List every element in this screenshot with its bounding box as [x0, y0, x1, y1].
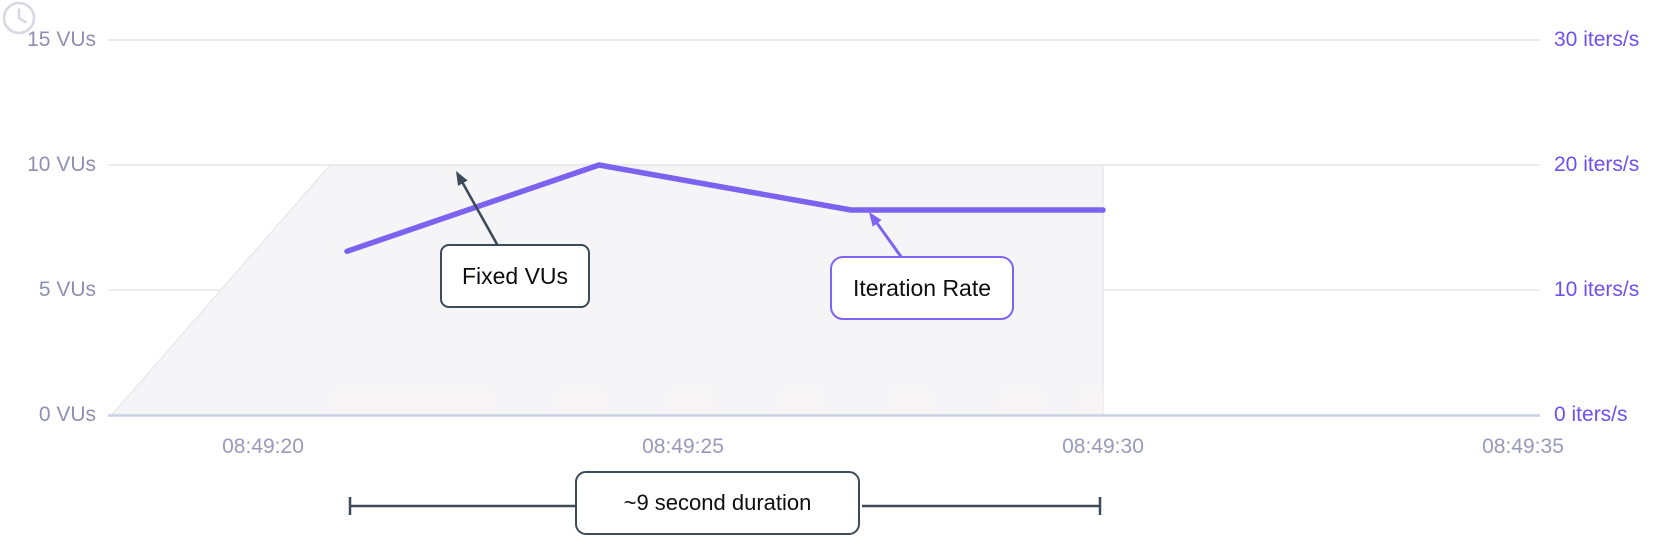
fixed-vus-callout: Fixed VUs	[440, 244, 590, 308]
duration-callout: ~9 second duration	[575, 471, 860, 535]
fixed-vus-callout-label: Fixed VUs	[461, 262, 569, 289]
clock-icon	[2, 1, 36, 35]
iteration-rate-callout-label: Iteration Rate	[852, 274, 992, 301]
iteration-rate-callout: Iteration Rate	[830, 256, 1014, 320]
duration-callout-label: ~9 second duration	[623, 490, 812, 515]
